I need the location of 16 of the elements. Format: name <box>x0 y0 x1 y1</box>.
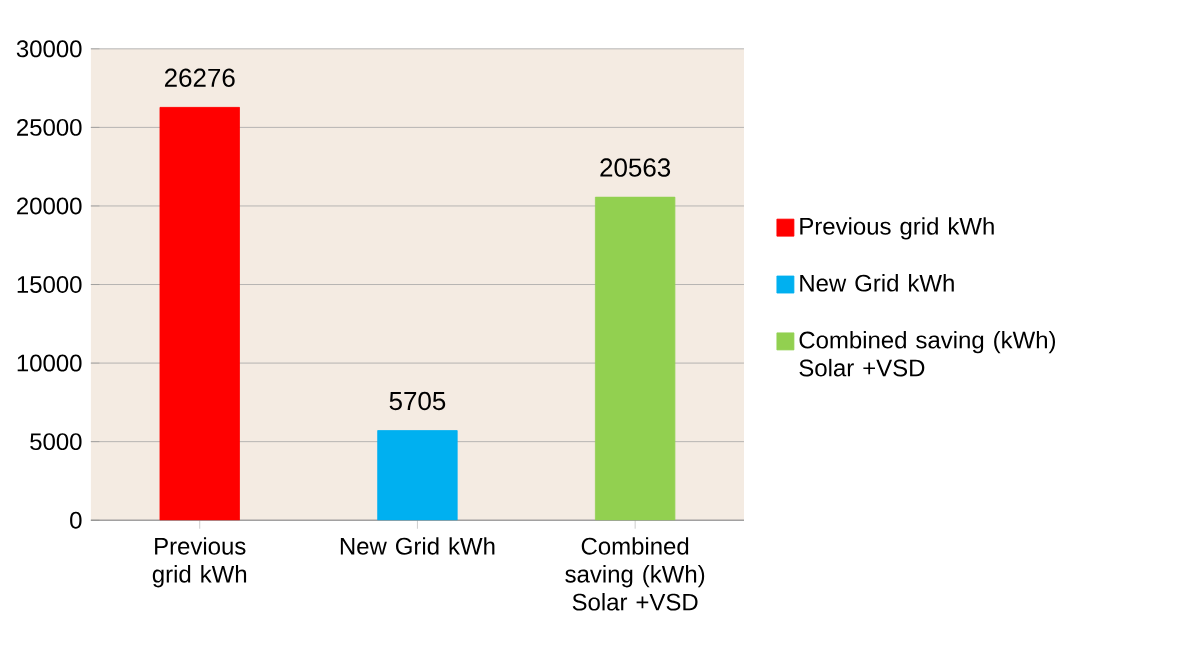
y-tick-label: 25000 <box>17 118 82 136</box>
x-tick-label: New Grid kWh <box>340 537 495 555</box>
y-tick-label: 0 <box>70 511 82 529</box>
y-tick-label: 30000 <box>16 40 82 58</box>
x-tick-label: Combined saving (kWh) Solar +VSD <box>565 537 705 611</box>
data-label: 20563 <box>600 158 671 177</box>
y-tick-label: 20000 <box>17 197 82 215</box>
y-tick-label: 5000 <box>30 433 82 451</box>
data-label: 5705 <box>389 391 446 411</box>
legend-label: Previous grid kWh <box>800 217 994 240</box>
legend-label: New Grid kWh <box>800 274 954 292</box>
data-label: 26276 <box>164 68 235 88</box>
y-tick-label: 15000 <box>17 276 82 294</box>
legend-label: Combined saving (kWh) Solar +VSD <box>799 331 1056 377</box>
x-tick-label: Previous grid kWh <box>152 537 247 588</box>
y-tick-label: 10000 <box>17 354 82 372</box>
